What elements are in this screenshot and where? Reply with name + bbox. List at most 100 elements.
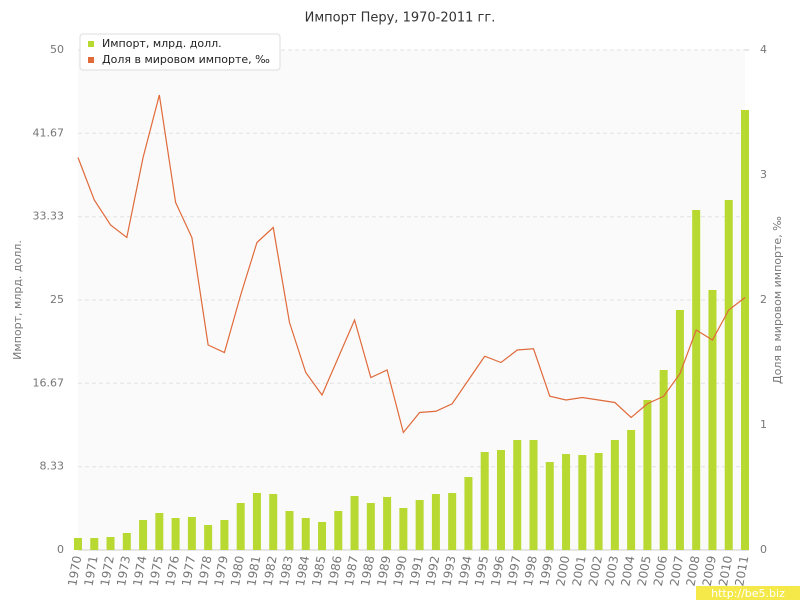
bar <box>301 518 310 550</box>
x-tick-label: 2008 <box>684 555 703 588</box>
bar <box>480 452 489 550</box>
bar <box>659 370 668 550</box>
bar <box>610 440 619 550</box>
x-tick-label: 1981 <box>244 555 263 588</box>
bar <box>578 455 587 550</box>
y2-tick-label: 4 <box>760 43 767 56</box>
x-tick-label: 1984 <box>293 555 312 588</box>
bar <box>366 503 375 550</box>
bar <box>74 538 82 550</box>
y-axis-label: Импорт, млрд. долл. <box>11 240 24 360</box>
x-tick-label: 1976 <box>163 555 182 588</box>
x-tick-label: 1973 <box>114 555 133 588</box>
bar <box>318 522 327 550</box>
y2-tick-label: 0 <box>760 543 767 556</box>
x-tick-label: 1996 <box>488 555 507 588</box>
x-tick-label: 2007 <box>667 555 686 588</box>
y-tick-label: 50 <box>50 43 64 56</box>
x-tick-label: 1979 <box>212 555 231 588</box>
x-tick-label: 1987 <box>342 555 361 588</box>
x-tick-label: 2004 <box>618 555 637 588</box>
bar <box>708 290 717 550</box>
x-tick-label: 1998 <box>521 555 540 588</box>
bar <box>513 440 522 550</box>
legend-swatch <box>88 41 94 47</box>
bar <box>448 493 457 550</box>
bar <box>529 440 538 550</box>
bar <box>106 537 115 550</box>
line <box>77 94 746 434</box>
y2-tick-label: 1 <box>760 418 767 431</box>
bar <box>155 513 164 550</box>
bar <box>171 518 180 550</box>
bar <box>675 310 684 550</box>
x-tick-label: 2003 <box>602 555 621 588</box>
x-tick-label: 1993 <box>439 555 458 588</box>
bar <box>496 450 505 550</box>
bar <box>724 200 733 550</box>
bar <box>741 110 749 550</box>
bar <box>139 520 148 550</box>
x-tick-label: 2011 <box>732 555 751 588</box>
bar <box>90 538 99 550</box>
x-tick-label: 1977 <box>179 555 198 588</box>
watermark: http://be5.biz <box>711 587 785 600</box>
bar <box>350 496 359 550</box>
x-tick-label: 2010 <box>716 555 735 588</box>
bar <box>415 500 424 550</box>
x-tick-label: 2006 <box>651 555 670 588</box>
x-tick-label: 2009 <box>700 555 719 588</box>
bar <box>431 494 440 550</box>
bar <box>562 454 571 550</box>
x-tick-label: 1997 <box>505 555 524 588</box>
x-tick-label: 2005 <box>635 555 654 588</box>
bar <box>643 400 652 550</box>
bar <box>236 503 245 550</box>
bar <box>187 517 196 550</box>
watermark-bg <box>696 586 800 600</box>
x-tick-label: 1989 <box>374 555 393 588</box>
bar <box>122 533 131 550</box>
x-tick-label: 1982 <box>261 555 280 588</box>
legend-label: Импорт, млрд. долл. <box>102 37 222 50</box>
chart-title: Импорт Перу, 1970-2011 гг. <box>305 11 496 26</box>
x-tick-label: 1985 <box>309 555 328 588</box>
y-tick-label: 16.67 <box>33 376 65 389</box>
x-tick-label: 1971 <box>82 555 101 588</box>
bar <box>692 210 701 550</box>
x-tick-label: 2002 <box>586 555 605 588</box>
legend-box <box>79 33 281 71</box>
bar <box>252 493 261 550</box>
y2-axis-label: Доля в мировом импорте, ‰ <box>771 216 784 384</box>
x-tick-label: 1990 <box>391 555 410 588</box>
x-tick-label: 1986 <box>326 555 345 588</box>
bar <box>285 511 294 550</box>
y-tick-label: 33.33 <box>33 210 65 223</box>
y2-tick-label: 2 <box>760 293 767 306</box>
x-tick-label: 1975 <box>147 555 166 588</box>
y-tick-label: 0 <box>57 543 64 556</box>
bar <box>220 520 229 550</box>
y-tick-label: 8.33 <box>40 460 65 473</box>
bar <box>594 453 603 550</box>
y-tick-label: 41.67 <box>33 126 65 139</box>
x-tick-label: 1988 <box>358 555 377 588</box>
x-tick-label: 1974 <box>130 555 149 588</box>
bar <box>545 462 554 550</box>
bar <box>399 508 408 550</box>
x-tick-label: 1995 <box>472 555 491 588</box>
x-tick-label: 1970 <box>65 555 84 588</box>
y2-tick-label: 3 <box>760 168 767 181</box>
bar <box>383 497 392 550</box>
x-tick-label: 1980 <box>228 555 247 588</box>
bar <box>269 494 278 550</box>
x-tick-label: 2000 <box>553 555 572 588</box>
legend: Импорт, млрд. долл. Доля в мировом импорт… <box>79 33 281 71</box>
legend-swatch <box>88 57 94 63</box>
bar <box>464 477 473 550</box>
bar <box>627 430 636 550</box>
x-tick-label: 1983 <box>277 555 296 588</box>
x-tick-label: 1999 <box>537 555 556 588</box>
x-tick-label: 1978 <box>195 555 214 588</box>
